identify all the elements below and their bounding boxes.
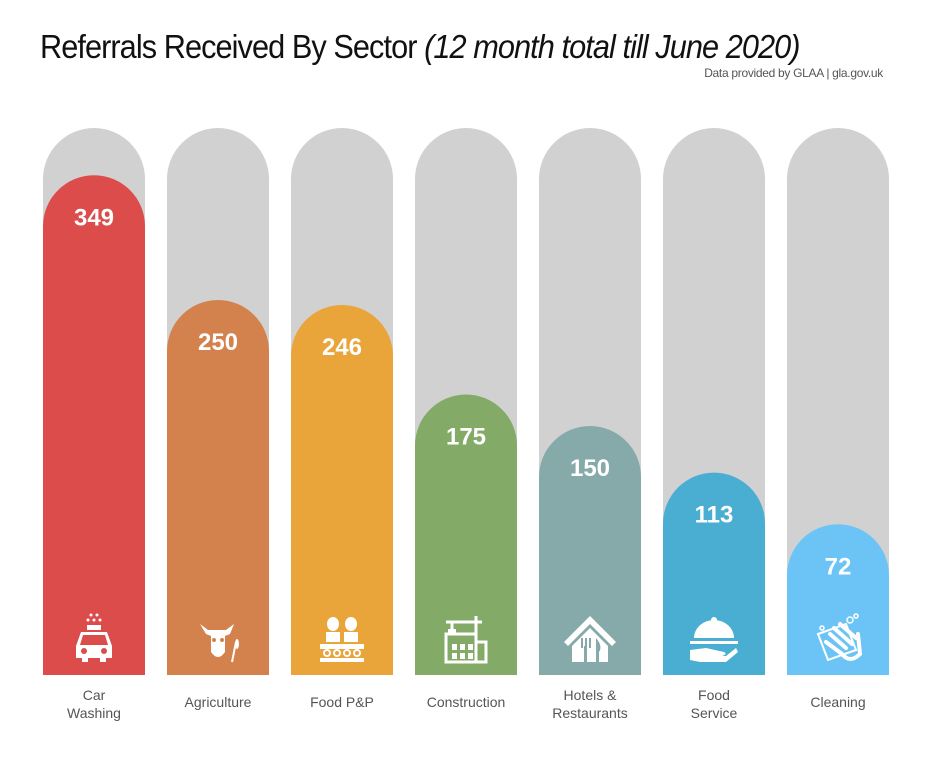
category-label-line: Service: [690, 705, 738, 721]
category-label-line: Food: [698, 687, 730, 703]
data-label: 72: [825, 553, 852, 580]
data-label: 246: [322, 334, 362, 361]
title-main: Referrals Received By Sector: [40, 28, 417, 65]
category-label: Agriculture: [156, 693, 280, 711]
category-label-line: Food P&P: [310, 694, 374, 710]
category-label-line: Construction: [426, 694, 506, 710]
category-label-line: Car: [82, 687, 106, 703]
category-label: Cleaning: [776, 693, 900, 711]
category-label-line: Agriculture: [184, 694, 252, 710]
category-label-line: Hotels &: [563, 687, 617, 703]
data-label: 175: [446, 424, 486, 451]
category-label-line: Washing: [67, 705, 121, 721]
category-label: Car Washing: [32, 686, 156, 722]
category-label: Food Service: [652, 686, 776, 722]
category-label: Food P&P: [280, 693, 404, 711]
house-cutlery-icon: [564, 616, 616, 662]
category-label: Construction: [404, 693, 528, 711]
food-workers-icon: [320, 617, 364, 662]
category-label: Hotels & Restaurants: [528, 686, 652, 722]
car-wash-icon: [76, 613, 112, 662]
source-note: Data provided by GLAA | gla.gov.uk: [704, 66, 883, 80]
data-label: 250: [198, 329, 238, 356]
washing-hand-icon: [816, 613, 863, 662]
cow-wheat-icon: [200, 624, 239, 663]
bar-3: [415, 394, 517, 675]
data-label: 113: [695, 502, 734, 529]
crane-building-icon: [444, 616, 488, 664]
data-label: 150: [570, 455, 610, 482]
bar-5: [663, 472, 765, 675]
title-subtitle: (12 month total till June 2020): [424, 28, 800, 65]
chart-title: Referrals Received By Sector (12 month t…: [40, 28, 801, 66]
bar-1: [167, 300, 269, 675]
bar-2: [291, 305, 393, 675]
data-label: 349: [74, 204, 114, 231]
serving-cloche-icon: [690, 617, 738, 662]
category-label-line: Restaurants: [552, 705, 628, 721]
bar-4: [539, 426, 641, 675]
category-label-line: Cleaning: [810, 694, 866, 710]
bar-6: [787, 524, 889, 675]
bar-0: [43, 175, 145, 675]
